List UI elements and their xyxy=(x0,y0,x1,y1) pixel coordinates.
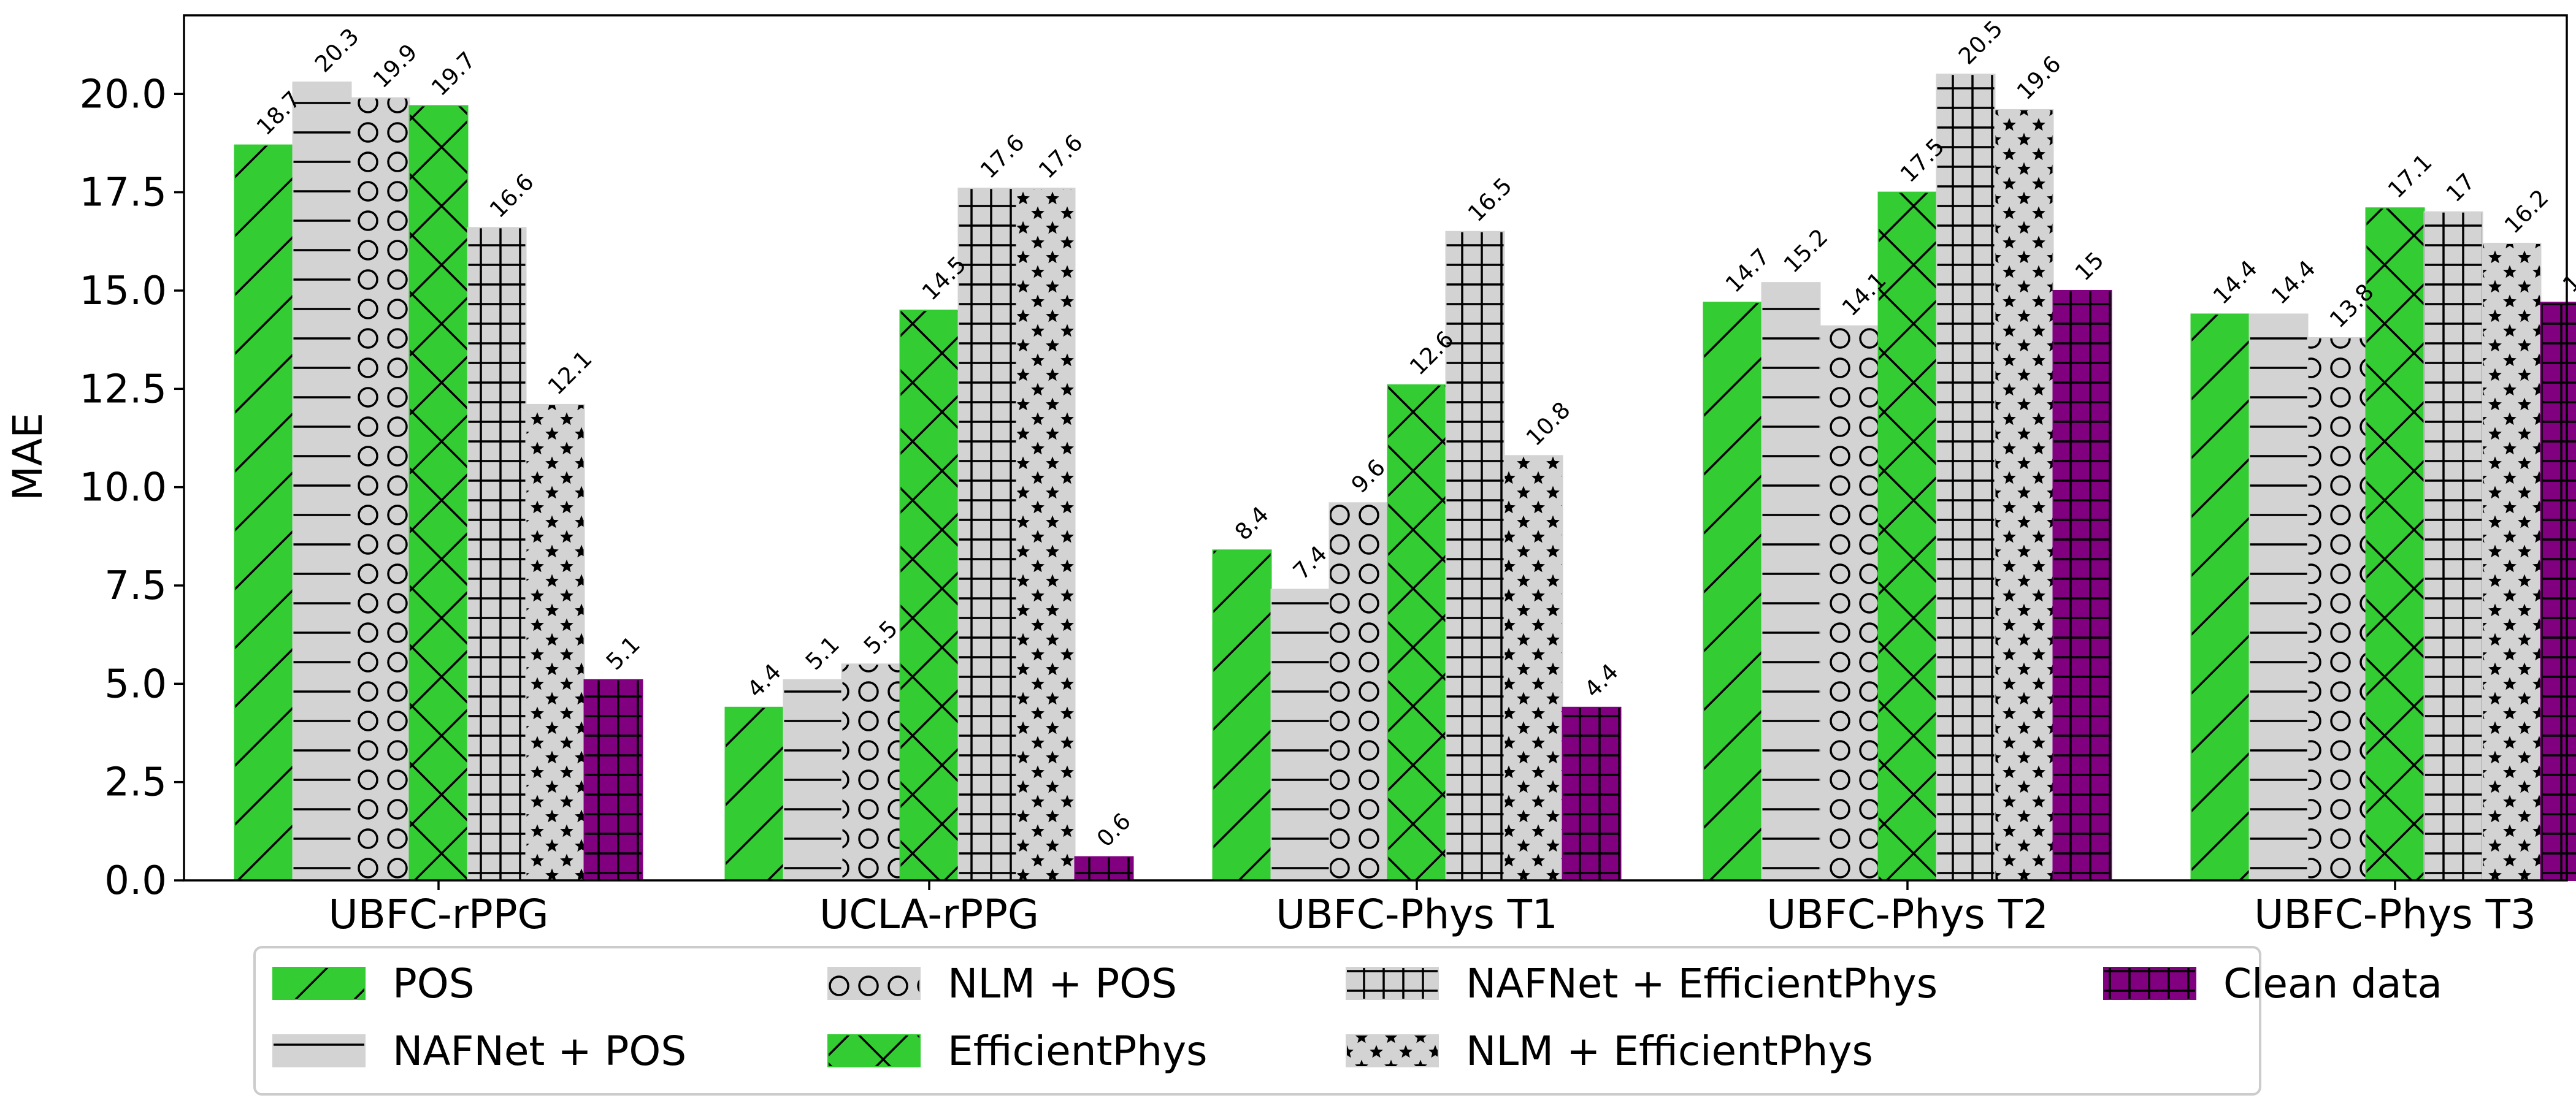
bar-value-label: 17.6 xyxy=(975,129,1030,184)
bar-hatch xyxy=(1213,550,1271,880)
y-tick-label: 5.0 xyxy=(104,662,167,707)
y-tick-label: 17.5 xyxy=(80,170,167,216)
bar-value-label: 4.4 xyxy=(742,658,786,703)
bar-hatch xyxy=(2308,338,2366,880)
legend-label: NLM + EfficientPhys xyxy=(1466,1028,1873,1075)
bar-value-label: 5.1 xyxy=(601,631,645,675)
bar-hatch xyxy=(2425,212,2483,880)
bar-hatch xyxy=(1017,188,1075,880)
x-tick-label: UBFC-Phys T3 xyxy=(2254,891,2536,938)
legend-swatch-hatch xyxy=(1346,1035,1438,1067)
bar-hatch xyxy=(2483,243,2541,880)
x-tick-label: UBFC-rPPG xyxy=(328,891,548,938)
bar-hatch xyxy=(842,664,900,880)
x-tick-label: UCLA-rPPG xyxy=(819,891,1039,938)
legend-label: NAFNet + EfficientPhys xyxy=(1466,960,1938,1007)
bars-layer xyxy=(235,74,2576,880)
bar-hatch xyxy=(1937,74,1995,880)
bar-hatch xyxy=(1563,707,1621,880)
y-tick-label: 20.0 xyxy=(80,72,167,117)
legend-swatch-hatch xyxy=(828,967,920,999)
bar-value-label: 5.5 xyxy=(859,616,903,660)
bar-hatch xyxy=(900,310,959,880)
bar-hatch xyxy=(959,188,1017,880)
bar-value-label: 10.8 xyxy=(1521,397,1576,451)
bar-hatch xyxy=(410,106,468,880)
bar-value-label: 12.1 xyxy=(543,346,597,400)
bar-value-label: 17.6 xyxy=(1033,129,1088,184)
bar-hatch xyxy=(468,227,526,880)
legend-label: NLM + POS xyxy=(948,960,1177,1007)
legend-label: Clean data xyxy=(2223,960,2442,1007)
bar-value-label: 0.6 xyxy=(1092,808,1136,852)
legend-swatch-hatch xyxy=(273,967,365,999)
bar-value-label: 19.9 xyxy=(368,39,423,93)
bar-value-label: 17.1 xyxy=(2383,149,2437,204)
bar-value-label: 16.6 xyxy=(485,169,539,223)
legend-swatch-hatch xyxy=(2104,967,2196,999)
y-axis-title: MAE xyxy=(4,413,52,501)
bar-hatch xyxy=(2250,314,2308,880)
legend: POS NAFNet + POS NLM + POS EfficientPhys NAF… xyxy=(255,947,2442,1094)
y-tick-label: 12.5 xyxy=(80,367,167,412)
bar-value-label: 7.4 xyxy=(1288,541,1332,585)
bar-hatch xyxy=(1762,283,1820,880)
bar-hatch xyxy=(784,680,842,880)
y-tick-label: 10.0 xyxy=(80,465,167,511)
legend-label: EfficientPhys xyxy=(948,1028,1208,1075)
legend-swatch-hatch xyxy=(828,1035,920,1067)
legend-swatch-hatch xyxy=(273,1035,365,1067)
bar-value-label: 20.5 xyxy=(1953,15,2008,70)
bar-hatch xyxy=(1075,857,1133,880)
legend-label: POS xyxy=(393,960,475,1007)
bar-value-label: 16.2 xyxy=(2499,185,2554,239)
bar-hatch xyxy=(585,680,643,880)
bar-hatch xyxy=(1388,385,1446,880)
bar-value-label: 17 xyxy=(2441,168,2480,207)
y-tick-label: 0.0 xyxy=(104,858,167,904)
y-tick-label: 7.5 xyxy=(104,563,167,609)
bar-hatch xyxy=(235,145,293,880)
bar-value-label: 9.6 xyxy=(1346,454,1390,498)
bar-hatch xyxy=(351,98,410,880)
bar-hatch xyxy=(1446,232,1505,880)
bar-hatch xyxy=(726,707,784,880)
bar-hatch xyxy=(2366,208,2425,880)
bar-value-label: 15 xyxy=(2070,247,2109,286)
bar-hatch xyxy=(1995,110,2053,880)
bar-hatch xyxy=(1879,193,1937,880)
bar-value-label: 14.4 xyxy=(2266,255,2321,310)
bar-value-label: 5.1 xyxy=(800,631,845,675)
bar-value-label: 20.3 xyxy=(310,23,364,78)
bar-hatch xyxy=(1271,589,1330,880)
x-tick-label: UBFC-Phys T2 xyxy=(1766,891,2049,938)
bar-value-label: 16.5 xyxy=(1463,172,1517,227)
bar-value-label: 14.4 xyxy=(2208,255,2263,310)
y-tick-label: 15.0 xyxy=(80,269,167,314)
bar-hatch xyxy=(1330,503,1388,880)
bar-hatch xyxy=(1505,456,1563,880)
bar-hatch xyxy=(1704,302,1762,880)
bar-value-label: 8.4 xyxy=(1230,502,1274,546)
x-tick-label: UBFC-Phys T1 xyxy=(1276,891,1558,938)
bar-hatch xyxy=(1820,326,1879,880)
bar-hatch xyxy=(2191,314,2250,880)
bar-value-label: 19.7 xyxy=(426,47,481,101)
legend-label: NAFNet + POS xyxy=(393,1028,686,1075)
legend-swatch-hatch xyxy=(1346,967,1438,999)
bar-hatch xyxy=(2053,291,2112,880)
bar-value-label: 4.4 xyxy=(1579,658,1623,703)
bar-hatch xyxy=(2541,302,2576,880)
bar-hatch xyxy=(293,82,351,880)
bar-value-label: 15.2 xyxy=(1779,224,1833,278)
bar-value-label: 19.6 xyxy=(2012,51,2066,105)
bar-hatch xyxy=(526,405,585,880)
y-tick-label: 2.5 xyxy=(104,760,167,806)
